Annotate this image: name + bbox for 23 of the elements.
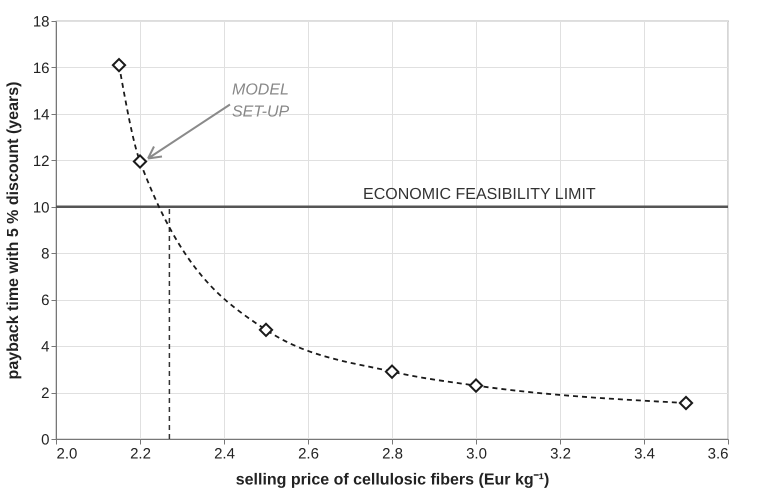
annotation: MODEL SET-UP bbox=[232, 81, 290, 120]
y-tick-label: 6 bbox=[41, 292, 50, 310]
y-axis-title: payback time with 5 % discount (years) bbox=[4, 82, 22, 380]
y-tick-label: 16 bbox=[32, 60, 50, 77]
x-tick-label: 3.4 bbox=[634, 446, 655, 462]
y-tick-label: 12 bbox=[32, 152, 50, 170]
y-tick-label: 2 bbox=[41, 385, 50, 402]
y-tick-label: 4 bbox=[41, 338, 50, 356]
x-tick-label: 2.4 bbox=[214, 446, 235, 462]
y-tick-label: 18 bbox=[32, 14, 50, 30]
x-axis-title: selling price of cellulosic fibers (Eur kg⁻¹) bbox=[236, 472, 550, 488]
y-tick-label: 8 bbox=[41, 246, 50, 263]
x-tick-label: 2.8 bbox=[382, 446, 403, 462]
x-tick-label: 3.0 bbox=[466, 446, 487, 462]
y-tick-label: 0 bbox=[41, 432, 50, 448]
y-tick-label: 14 bbox=[32, 106, 50, 124]
x-tick-label: 3.2 bbox=[550, 446, 571, 462]
x-tick-label: 2.6 bbox=[298, 446, 319, 462]
y-tick-label: 10 bbox=[32, 199, 50, 216]
x-tick-label: 2.0 bbox=[56, 446, 78, 462]
x-tick-label: 3.6 bbox=[708, 446, 728, 462]
x-tick-label: 2.2 bbox=[130, 446, 151, 462]
ref-line-label: ECONOMIC FEASIBILITY LIMIT bbox=[363, 186, 596, 203]
